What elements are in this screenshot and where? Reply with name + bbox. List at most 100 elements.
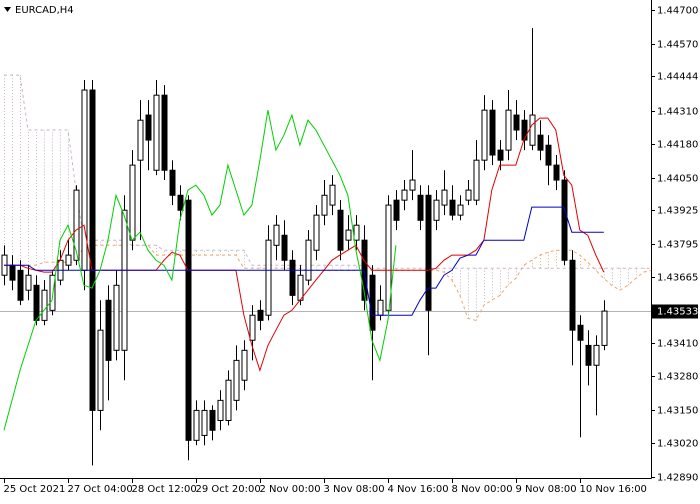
candle-body: [9, 264, 16, 281]
candle-body: [201, 409, 208, 436]
candle-body: [145, 114, 152, 141]
current-price-box: [652, 304, 698, 319]
candle-body: [497, 149, 504, 161]
candle-body: [457, 204, 464, 216]
candle-body: [513, 114, 520, 131]
symbol-menu-icon[interactable]: [4, 7, 11, 12]
candle-body: [433, 199, 440, 221]
candle-body: [97, 329, 104, 411]
x-tick-label: 4 Nov 16:00: [388, 484, 449, 495]
x-tick-label: 10 Nov 16:00: [580, 484, 647, 495]
candle-body: [417, 194, 424, 221]
candle-body: [369, 274, 376, 331]
candle-body: [561, 179, 568, 261]
candle-body: [505, 109, 512, 151]
candle-body: [169, 169, 176, 196]
x-tick-label: 2 Nov 00:00: [260, 484, 321, 495]
candle-body: [289, 259, 296, 296]
candle-body: [377, 299, 384, 316]
candle-body: [225, 379, 232, 421]
y-tick-label: 1.43665: [657, 273, 698, 284]
y-tick-label: 1.44050: [657, 174, 698, 185]
candle-body: [465, 189, 472, 201]
candle-body: [257, 309, 264, 321]
y-tick-label: 1.43150: [657, 406, 698, 417]
candle-body: [249, 314, 256, 341]
x-tick-label: 8 Nov 00:00: [452, 484, 513, 495]
candle-body: [241, 349, 248, 381]
candle-body: [209, 409, 216, 431]
candle-body: [25, 274, 32, 291]
chart-title: EURCAD,H4: [15, 5, 74, 16]
x-tick-label: 28 Oct 12:00: [132, 484, 197, 495]
candle-body: [81, 89, 88, 271]
y-tick-label: 1.42890: [657, 473, 698, 484]
candle-body: [529, 114, 536, 146]
candle-body: [441, 189, 448, 206]
candle-body: [337, 209, 344, 251]
candle-body: [89, 89, 96, 411]
candle-body: [233, 359, 240, 401]
candle-body: [537, 134, 544, 151]
candle-body: [193, 409, 200, 441]
candle-body: [41, 289, 48, 321]
candle-body: [593, 344, 600, 366]
kijun-sen: [4, 206, 604, 316]
x-tick-label: 3 Nov 08:00: [324, 484, 385, 495]
candle-body: [425, 194, 432, 311]
candle-body: [137, 119, 144, 161]
candle-body: [521, 119, 528, 141]
candle-body: [473, 159, 480, 201]
candle-body: [401, 189, 408, 201]
candle-body: [265, 239, 272, 316]
y-tick-label: 1.43020: [657, 439, 698, 450]
candle-body: [393, 199, 400, 221]
y-tick-label: 1.44180: [657, 140, 698, 151]
current-price-label: 1.43533: [657, 307, 698, 318]
candle-body: [281, 234, 288, 261]
candle-body: [601, 310, 608, 346]
candle-body: [33, 284, 40, 321]
candle-body: [409, 179, 416, 191]
candle-body: [313, 214, 320, 251]
candle-body: [73, 189, 80, 261]
candle-body: [345, 229, 352, 241]
y-tick-label: 1.43280: [657, 372, 698, 383]
x-tick-label: 9 Nov 08:00: [516, 484, 577, 495]
candle-body: [217, 399, 224, 421]
y-tick-label: 1.44310: [657, 107, 698, 118]
candle-body: [305, 239, 312, 281]
plot-area: [0, 28, 651, 466]
candle-body: [273, 224, 280, 246]
x-tick-label: 25 Oct 2021: [4, 484, 66, 495]
candle-body: [489, 109, 496, 156]
candle-body: [545, 144, 552, 166]
y-tick-label: 1.43410: [657, 339, 698, 350]
candle-body: [297, 274, 304, 301]
candle-body: [353, 224, 360, 241]
candle-body: [65, 254, 72, 266]
candle-body: [481, 109, 488, 161]
candle-body: [321, 194, 328, 216]
chikou-span: [3, 110, 397, 431]
candle-body: [577, 324, 584, 341]
candle-body: [129, 164, 136, 241]
candle-body: [185, 199, 192, 441]
candle-body: [153, 94, 160, 171]
candle-body: [17, 269, 24, 301]
y-tick-label: 1.44700: [657, 6, 698, 17]
candle-body: [585, 344, 592, 366]
y-tick-label: 1.43925: [657, 206, 698, 217]
candle-body: [177, 194, 184, 211]
candle-body: [161, 94, 168, 171]
y-tick-label: 1.44444: [657, 72, 698, 83]
candle-body: [121, 209, 128, 351]
candle-body: [113, 284, 120, 351]
candle-body: [329, 184, 336, 206]
y-tick-label: 1.43795: [657, 240, 698, 251]
candle-body: [449, 199, 456, 216]
y-tick-label: 1.44570: [657, 40, 698, 51]
candle-body: [105, 299, 112, 361]
